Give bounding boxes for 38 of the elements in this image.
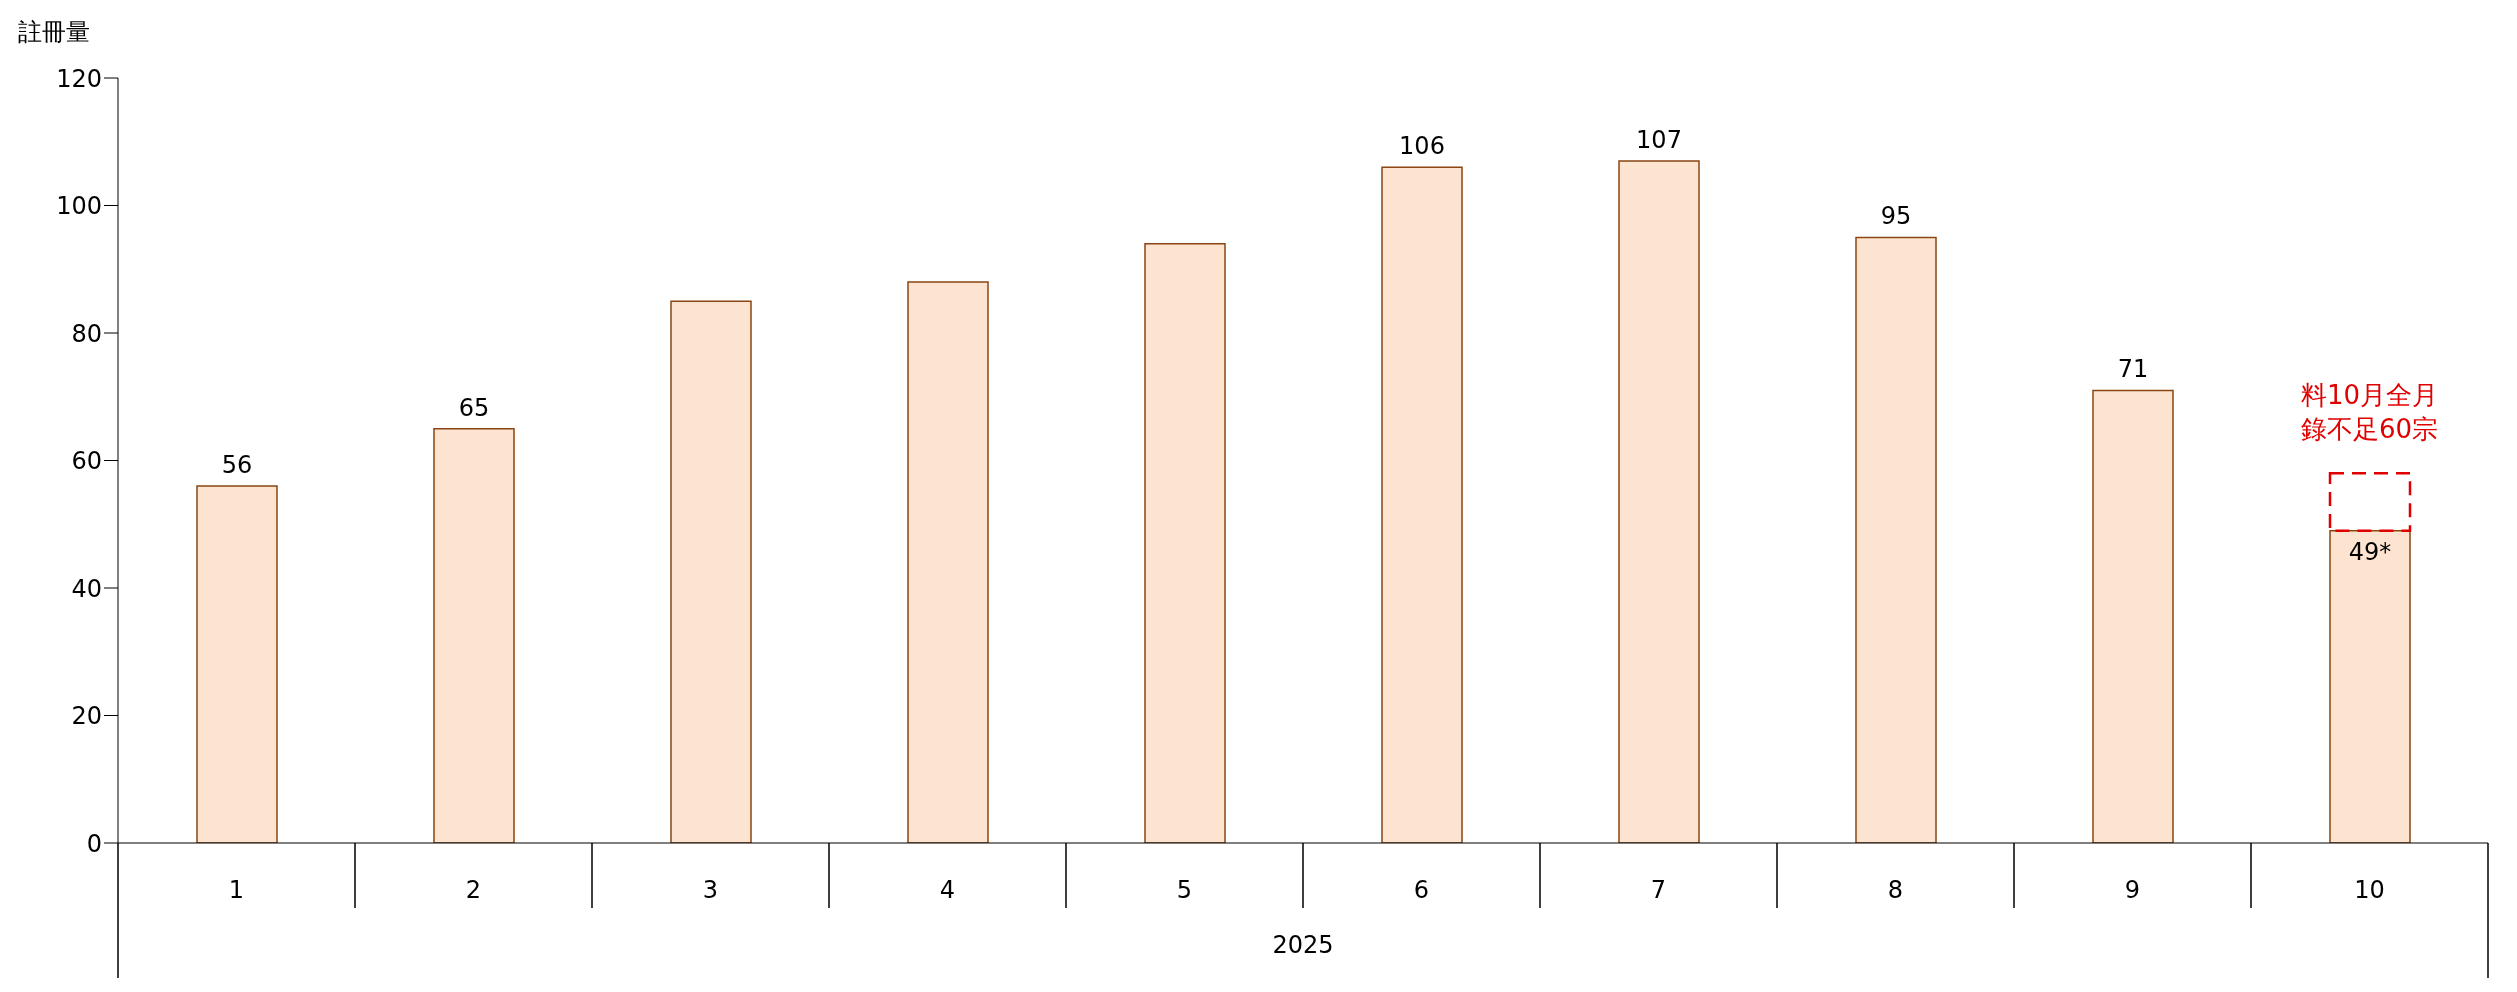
- y-tick-label: 20: [71, 702, 102, 731]
- x-tick-label: 3: [702, 876, 719, 905]
- data-label: 71: [2117, 355, 2149, 384]
- bar: [1618, 160, 1700, 843]
- y-axis-title: 註冊量: [18, 18, 90, 46]
- bar: [2092, 389, 2174, 843]
- x-tick-label: 5: [1176, 876, 1193, 905]
- y-tick-label: 120: [56, 64, 102, 93]
- data-label: 56: [221, 451, 253, 479]
- x-axis-title: 2025: [1272, 931, 1334, 959]
- annotation: 料10月全月錄不足60宗: [2299, 379, 2440, 447]
- x-tick-label: 2: [465, 876, 482, 905]
- bar: [196, 485, 278, 843]
- x-tick-label: 10: [2354, 876, 2385, 905]
- data-label: 95: [1880, 202, 1912, 231]
- data-label: 65: [458, 393, 490, 422]
- data-label: 106: [1399, 132, 1445, 161]
- x-tick-label: 9: [2124, 876, 2141, 905]
- bar: [1144, 243, 1226, 843]
- bar: [907, 281, 989, 843]
- bar: [2329, 529, 2411, 843]
- bar: [670, 300, 752, 843]
- y-tick-label: 0: [86, 829, 102, 858]
- x-tick-label: 6: [1413, 876, 1430, 905]
- y-tick-label: 80: [71, 319, 102, 348]
- bar: [1381, 166, 1463, 843]
- x-tick-label: 7: [1650, 876, 1667, 905]
- bar: [433, 427, 515, 843]
- x-tick-label: 1: [228, 876, 245, 905]
- y-tick-label: 40: [71, 574, 102, 603]
- bar: [1855, 236, 1937, 843]
- data-label: 107: [1636, 125, 1682, 154]
- y-tick-label: 60: [71, 447, 102, 476]
- bar: [2328, 472, 2412, 532]
- x-tick-label: 8: [1887, 876, 1904, 905]
- x-tick-label: 4: [939, 876, 956, 905]
- y-tick-label: 100: [56, 192, 102, 221]
- data-label: 49*: [2348, 537, 2392, 566]
